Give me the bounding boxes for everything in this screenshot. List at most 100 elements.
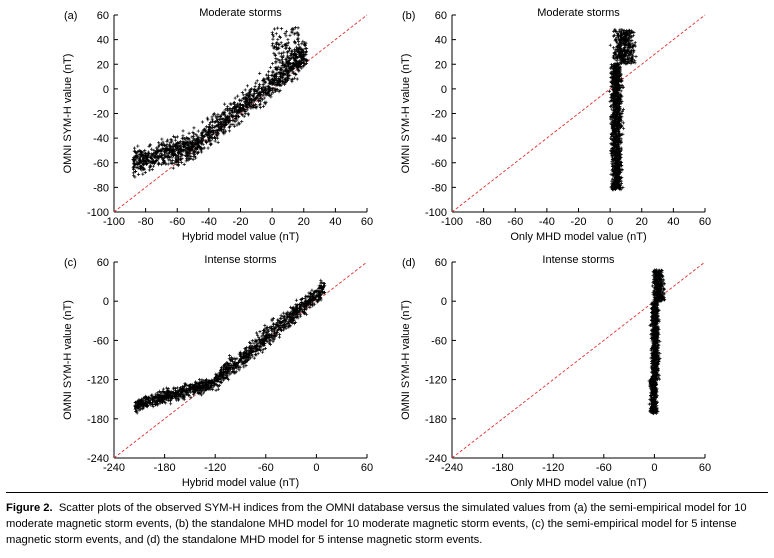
data-point (171, 166, 175, 170)
data-point (267, 70, 271, 74)
data-point (286, 37, 290, 42)
data-point (269, 92, 273, 96)
data-point (189, 395, 193, 400)
data-point (265, 88, 269, 92)
data-point (235, 123, 239, 127)
data-point (135, 155, 140, 159)
data-point (304, 61, 309, 65)
data-point (248, 94, 252, 98)
data-point (275, 65, 279, 70)
data-point (263, 77, 267, 81)
data-point (257, 82, 262, 87)
data-point (283, 43, 287, 47)
data-point (170, 148, 174, 152)
data-point (194, 133, 198, 137)
data-point (192, 126, 196, 130)
x-tick-label: -60 (507, 216, 523, 228)
data-point (183, 138, 187, 142)
data-point (216, 140, 220, 144)
data-point (191, 130, 195, 134)
data-point (174, 142, 179, 146)
data-point (254, 81, 258, 85)
data-point (288, 33, 292, 37)
data-point (153, 160, 157, 164)
y-tick-label: -120 (87, 375, 109, 387)
y-tick-label: -80 (431, 182, 447, 194)
data-point (274, 57, 278, 61)
data-point (167, 158, 171, 162)
y-tick-label: -120 (425, 375, 447, 387)
data-point (133, 175, 137, 179)
data-point (225, 105, 230, 109)
data-point (264, 85, 268, 89)
data-point (150, 147, 154, 151)
data-point (634, 55, 638, 59)
data-point (223, 119, 227, 123)
data-point (293, 57, 297, 62)
data-point (166, 148, 170, 152)
data-point (274, 59, 278, 63)
data-point (235, 111, 240, 115)
data-point (214, 116, 219, 120)
data-point (235, 356, 239, 361)
data-point (300, 42, 304, 46)
data-point (206, 118, 210, 122)
data-point (187, 131, 191, 135)
data-point (277, 43, 281, 47)
data-point (248, 102, 252, 106)
y-tick-label: -40 (93, 133, 109, 145)
data-point (190, 144, 195, 148)
data-point (134, 150, 138, 155)
data-point (188, 145, 192, 149)
data-point (234, 114, 238, 118)
data-point (134, 151, 139, 155)
data-point (145, 155, 149, 159)
data-point (216, 122, 221, 126)
data-point (265, 91, 269, 95)
data-point (168, 144, 172, 148)
data-point (291, 61, 296, 65)
data-point (178, 155, 182, 159)
x-tick-label: 60 (361, 462, 373, 474)
data-point (291, 63, 295, 68)
data-point (144, 151, 148, 155)
data-point (296, 55, 300, 59)
data-point (180, 157, 184, 161)
data-point (170, 150, 175, 154)
data-point (263, 102, 267, 106)
data-point (298, 61, 302, 65)
data-point (197, 139, 201, 143)
data-point (175, 135, 179, 139)
data-point (291, 71, 296, 75)
data-point (177, 156, 181, 161)
data-point (249, 106, 253, 110)
data-point (612, 55, 616, 59)
data-point (143, 170, 147, 174)
data-point (195, 148, 199, 152)
data-point (261, 104, 266, 108)
y-tick-label: -20 (431, 109, 447, 121)
data-point (232, 124, 237, 128)
x-tick-label: 60 (699, 216, 711, 228)
data-point (207, 122, 212, 126)
data-point (607, 89, 612, 93)
data-point (162, 147, 166, 152)
data-point (199, 133, 203, 137)
data-point (280, 56, 285, 60)
y-tick-label: -80 (93, 182, 109, 194)
data-point (223, 102, 227, 106)
data-point (255, 96, 259, 100)
data-point (162, 153, 166, 157)
data-point (143, 156, 147, 161)
data-point (278, 60, 282, 64)
data-point (294, 26, 298, 30)
data-point (195, 136, 199, 140)
data-point (173, 144, 177, 148)
data-point (171, 162, 175, 166)
data-point (170, 140, 174, 144)
data-point (159, 142, 163, 146)
data-point (148, 163, 152, 168)
y-axis-label: OMNI SYM-H value (nT) (62, 300, 74, 420)
data-point (261, 84, 265, 88)
data-point (246, 101, 250, 105)
